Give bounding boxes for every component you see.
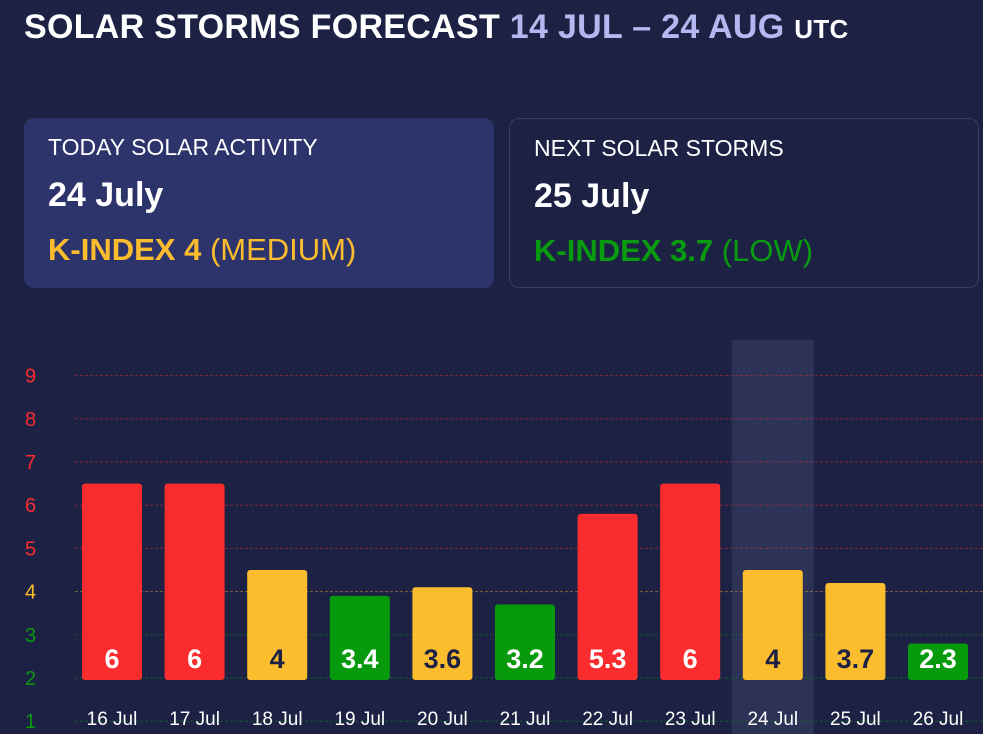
y-tick-label: 4 <box>25 582 36 604</box>
x-tick-label: 24 Jul <box>747 709 798 730</box>
y-tick-label: 9 <box>25 366 36 388</box>
bar-value-label: 4 <box>270 644 285 674</box>
today-card-label: TODAY SOLAR ACTIVITY <box>48 134 318 160</box>
x-tick-label: 26 Jul <box>913 709 964 730</box>
title-text: SOLAR STORMS FORECAST <box>24 8 501 46</box>
today-k-index: K-INDEX 4 (MEDIUM) <box>48 232 356 268</box>
x-tick-label: 19 Jul <box>334 709 385 730</box>
next-k-index-value: K-INDEX 3.7 <box>534 233 714 268</box>
bar-value-label: 6 <box>187 644 202 674</box>
next-k-index-level: (LOW) <box>721 233 814 268</box>
bar <box>412 587 473 680</box>
bar-value-label: 3.2 <box>506 644 544 674</box>
bar <box>908 643 968 680</box>
next-card-label: NEXT SOLAR STORMS <box>534 135 784 161</box>
bar <box>247 570 308 680</box>
bar <box>164 483 225 680</box>
today-activity-card: TODAY SOLAR ACTIVITY 24 July K-INDEX 4 (… <box>24 118 494 288</box>
bar-value-label: 4 <box>765 644 780 674</box>
timezone-label: UTC <box>794 14 849 44</box>
y-tick-label: 2 <box>25 668 36 690</box>
x-tick-label: 20 Jul <box>417 709 468 730</box>
x-tick-label: 18 Jul <box>252 709 303 730</box>
bar <box>742 570 803 680</box>
x-tick-label: 17 Jul <box>169 709 220 730</box>
bar-value-label: 6 <box>683 644 698 674</box>
bar <box>495 604 555 680</box>
next-k-index: K-INDEX 3.7 (LOW) <box>534 233 813 269</box>
next-storms-card: NEXT SOLAR STORMS 25 July K-INDEX 3.7 (L… <box>509 118 979 288</box>
bar-value-label: 6 <box>104 644 119 674</box>
x-tick-label: 25 Jul <box>830 709 881 730</box>
y-tick-label: 3 <box>25 625 36 647</box>
today-k-index-value: K-INDEX 4 <box>48 232 202 267</box>
bar <box>329 595 390 680</box>
y-tick-label: 1 <box>25 711 36 733</box>
y-tick-label: 6 <box>25 495 36 517</box>
bar-value-label: 5.3 <box>589 644 627 674</box>
bar <box>660 483 721 680</box>
bar-value-label: 2.3 <box>919 644 957 674</box>
page-title: SOLAR STORMS FORECAST 14 JUL – 24 AUG UT… <box>24 8 849 47</box>
y-tick-label: 7 <box>25 452 36 474</box>
x-tick-label: 23 Jul <box>665 709 716 730</box>
y-tick-label: 5 <box>25 538 36 560</box>
date-range: 14 JUL – 24 AUG <box>509 8 785 46</box>
bar <box>82 483 142 680</box>
k-index-bar-chart: 1 2 3 4 5 6 7 8 9 6 16 Jul 6 17 Jul 4 18 Jul 3.4 19 Jul 3… <box>25 340 983 734</box>
bar-value-label: 3.4 <box>341 644 379 674</box>
x-tick-label: 22 Jul <box>582 709 633 730</box>
bar <box>825 582 886 680</box>
today-card-date: 24 July <box>48 176 164 214</box>
next-card-date: 25 July <box>534 177 650 215</box>
bar <box>577 513 638 680</box>
bar-value-label: 3.6 <box>424 644 462 674</box>
y-tick-label: 8 <box>25 409 36 431</box>
today-k-index-level: (MEDIUM) <box>209 232 357 267</box>
x-tick-label: 16 Jul <box>87 709 138 730</box>
bar-value-label: 3.7 <box>837 644 875 674</box>
x-tick-label: 21 Jul <box>500 709 551 730</box>
